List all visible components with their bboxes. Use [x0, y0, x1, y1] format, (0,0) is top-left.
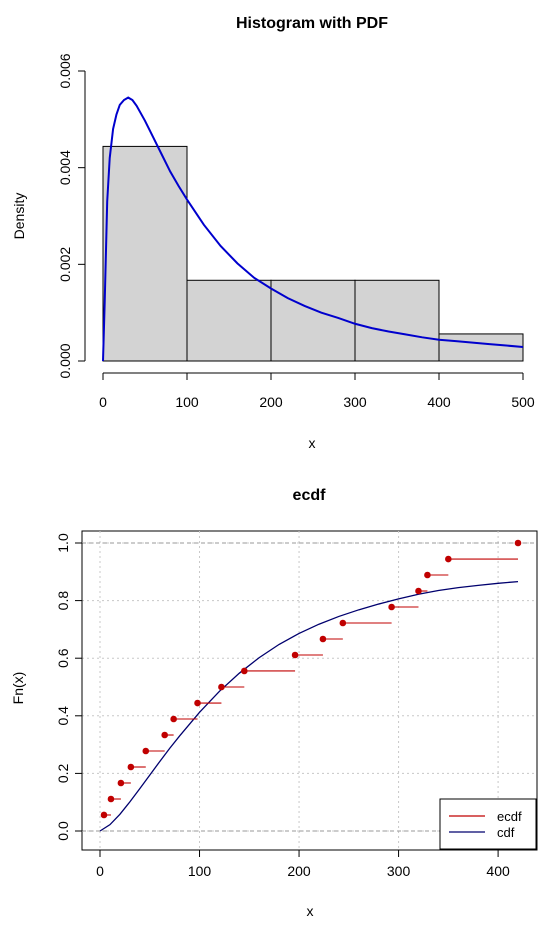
- ecdf-x-label: x: [307, 903, 314, 919]
- histogram-y-tick-label-3: 0.006: [57, 53, 73, 88]
- histogram-x-tick-label-0: 0: [99, 394, 107, 410]
- histogram-y-tick-label-0: 0.000: [57, 343, 73, 378]
- histogram-x-tick-label-1: 100: [175, 394, 199, 410]
- ecdf-x-tick-label-2: 200: [287, 863, 311, 879]
- ecdf-point-17: [514, 539, 522, 547]
- ecdf-point-15: [424, 571, 431, 579]
- ecdf-y-tick-label-5: 1.0: [55, 533, 71, 553]
- histogram-y-tick-label-2: 0.004: [57, 150, 73, 185]
- ecdf-point-3: [127, 763, 135, 771]
- ecdf-point-8: [218, 683, 225, 691]
- histogram-y-axis: 0.000 0.002 0.004 0.006: [57, 53, 86, 379]
- histogram-title: Histogram with PDF: [236, 15, 388, 32]
- histogram-x-tick-label-3: 300: [343, 394, 367, 410]
- ecdf-x-tick-label-1: 100: [188, 863, 212, 879]
- histogram-x-tick-label-4: 400: [427, 394, 451, 410]
- histogram-x-axis: 0 100 200 300 400 500: [99, 372, 535, 410]
- cdf-line-group: [99, 580, 519, 832]
- histogram-bar-1: [186, 279, 272, 362]
- histogram-x-label: x: [309, 435, 316, 451]
- ecdf-point-5: [161, 731, 168, 739]
- pdf-curve: [102, 96, 524, 362]
- ecdf-point-1: [107, 795, 115, 803]
- ecdf-point-9: [241, 667, 248, 675]
- ecdf-point-6: [170, 715, 177, 723]
- ecdf-x-axis: 0 100 200 300 400: [96, 849, 510, 879]
- ecdf-point-13: [388, 603, 395, 611]
- ecdf-point-14: [415, 587, 422, 595]
- histogram-x-tick-label-2: 200: [259, 394, 283, 410]
- ecdf-y-tick-label-3: 0.6: [55, 648, 71, 668]
- ecdf-chart: ecdf 0 100 200 300 400 0.00.20.40.60.81.0 x …: [10, 487, 538, 919]
- histogram-bar-0: [102, 145, 188, 362]
- ecdf-x-tick-label-0: 0: [96, 863, 104, 879]
- histogram-bars: [102, 145, 524, 362]
- ecdf-title: ecdf: [293, 487, 327, 504]
- ecdf-point-10: [291, 651, 299, 659]
- ecdf-point-11: [319, 635, 327, 643]
- ecdf-steps: [100, 539, 522, 819]
- ecdf-y-label: Fn(x): [10, 672, 26, 705]
- ecdf-y-axis: 0.0 0.2 0.4 0.6 0.8 1.0: [55, 533, 83, 841]
- legend-ecdf-label: ecdf: [497, 809, 522, 824]
- legend-box: [439, 798, 537, 850]
- histogram-y-label: Density: [11, 193, 27, 240]
- ecdf-point-2: [117, 779, 125, 787]
- ecdf-point-7: [194, 699, 201, 707]
- ecdf-x-tick-label-3: 300: [387, 863, 411, 879]
- ecdf-y-tick-label-2: 0.4: [55, 706, 71, 726]
- ecdf-point-4: [142, 747, 150, 755]
- ecdf-point-0: [100, 811, 108, 819]
- histogram-chart: Histogram with PDF 0 100 200 300 400 500 0.00…: [11, 15, 535, 451]
- histogram-x-tick-label-5: 500: [511, 394, 535, 410]
- pdf-curve-group: [102, 96, 524, 362]
- ecdf-point-12: [339, 619, 347, 627]
- ecdf-grid: [82, 531, 537, 850]
- cdf-line: [99, 580, 519, 832]
- ecdf-y-tick-label-1: 0.2: [55, 763, 71, 783]
- histogram-bar-4: [438, 333, 524, 362]
- histogram-y-tick-label-1: 0.002: [57, 247, 73, 282]
- histogram-bar-2: [270, 279, 356, 362]
- ecdf-point-16: [445, 555, 452, 563]
- legend-cdf-label: cdf: [497, 825, 515, 840]
- ecdf-y-tick-label-0: 0.0: [55, 821, 71, 841]
- ecdf-legend: ecdf cdf: [439, 798, 537, 850]
- ecdf-y-tick-label-4: 0.8: [55, 591, 71, 611]
- histogram-bar-3: [354, 279, 440, 362]
- ecdf-x-tick-label-4: 400: [486, 863, 510, 879]
